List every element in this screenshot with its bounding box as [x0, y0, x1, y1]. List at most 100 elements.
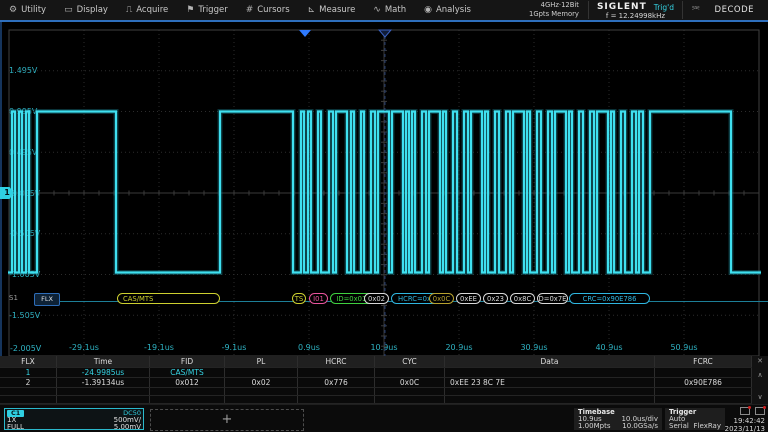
channel1-box[interactable]: C1 DC50 1X 500mV/ FULL 5.00mV	[4, 408, 144, 430]
table-cell	[298, 368, 375, 377]
menu-item-measure[interactable]: ⊾ Measure	[299, 0, 365, 20]
menu-item-acquire[interactable]: ⎍ Acquire	[117, 0, 177, 20]
table-row[interactable]: 1 -24.9985us CAS/MTS	[0, 368, 752, 378]
menu-bar: ⚙ Utility ▭ Display ⎍ Acquire ⚑ Trigger # Cursors…	[0, 0, 768, 22]
menu-item-label: Acquire	[136, 5, 169, 15]
table-scroll-down-icon[interactable]: ∨	[757, 393, 763, 401]
v-axis-label: 1.495V	[9, 66, 38, 76]
table-cell: 0x0C	[375, 378, 445, 387]
clock-date: 2023/11/13	[724, 425, 765, 432]
topbar-right: 4GHz·12Bit 1Gpts Memory SIGLENT Trig'd f…	[529, 0, 768, 20]
network-icon	[739, 406, 751, 415]
display-icon: ▭	[64, 5, 73, 15]
horizontal-delay-marker[interactable]	[377, 29, 393, 38]
channel1-bandwidth: FULL	[7, 422, 24, 431]
brand-block: SIGLENT Trig'd f = 12.24998kHz	[587, 1, 683, 20]
menu-item-math[interactable]: ∿ Math	[364, 0, 415, 20]
timebase-box[interactable]: Timebase 10.9us 10.0us/div 1.00Mpts 10.0…	[574, 408, 662, 430]
table-empty-row	[0, 388, 752, 396]
status-bar: C1 DC50 1X 500mV/ FULL 5.00mV + Timebase…	[0, 404, 768, 432]
v-axis-bottom-label: -2.005V	[10, 344, 42, 353]
decode-field-d-0x7e: D=0x7E	[537, 293, 568, 304]
table-header-row: FLX Time FID PL HCRC CYC Data FCRC	[0, 356, 752, 368]
table-cell	[0, 388, 57, 395]
table-scrollbar: ✕ ∧ ∨	[752, 356, 768, 404]
table-cell: -1.39134us	[57, 378, 150, 387]
table-cell	[225, 388, 298, 395]
table-header-cell: FID	[150, 356, 225, 367]
table-cell	[655, 396, 752, 403]
decode-field-0x02: 0x02	[364, 293, 389, 304]
table-cell: 0x776	[298, 378, 375, 387]
table-cell	[375, 388, 445, 395]
table-cell	[150, 388, 225, 395]
decode-field-0x23: 0x23	[483, 293, 508, 304]
measure-icon: ⊾	[307, 5, 316, 15]
decode-field-0x8c: 0x8C	[510, 293, 535, 304]
table-cell	[375, 396, 445, 403]
table-row[interactable]: 2 -1.39134us 0x012 0x02 0x776 0x0C 0xEE 23 8C …	[0, 378, 752, 388]
channel1-level-marker[interactable]: 1	[0, 187, 14, 199]
acquire-icon: ⎍	[125, 5, 133, 15]
v-axis-label: -1.005V	[9, 270, 41, 279]
table-scroll-up-icon[interactable]: ∧	[757, 371, 763, 379]
menu-item-cursors[interactable]: # Cursors	[237, 0, 299, 20]
table-header-cell: PL	[225, 356, 298, 367]
table-cell: CAS/MTS	[150, 368, 225, 377]
table-cell	[57, 388, 150, 395]
table-header-cell: FLX	[0, 356, 57, 367]
table-cell	[375, 368, 445, 377]
t-axis-label: -9.1us	[221, 343, 247, 352]
decode-field-0x0c: 0x0C	[429, 293, 454, 304]
t-axis-label: 30.9us	[520, 343, 548, 352]
printer-icon	[755, 406, 766, 415]
table-empty-row	[0, 396, 752, 404]
trigger-position-marker[interactable]	[299, 30, 311, 37]
table-cell	[298, 396, 375, 403]
table-cell	[445, 388, 655, 395]
trigger-mode: Auto	[669, 414, 686, 423]
channel1-tab[interactable]: C1	[7, 410, 25, 417]
table-cell	[225, 368, 298, 377]
waveform-plot: 1.495V 0.995V 0.495V -0.005V -0.505V -1.005V -…	[0, 22, 768, 356]
trigger-protocol: FlexRay	[693, 421, 721, 430]
t-axis-label: 50.9us	[670, 343, 698, 352]
decode-button[interactable]: DECODE	[714, 5, 754, 15]
table-cell	[445, 368, 655, 377]
table-header-cell: Time	[57, 356, 150, 367]
menu-item-trigger[interactable]: ⚑ Trigger	[177, 0, 236, 20]
spec-bandwidth: 4GHz·12Bit	[540, 1, 579, 10]
add-channel-button[interactable]: +	[150, 409, 304, 431]
menu-item-label: Utility	[21, 5, 47, 15]
trigger-type: Serial	[669, 421, 689, 430]
table-cell	[445, 396, 655, 403]
clock-block: 19:42:42 2023/11/13	[724, 406, 766, 432]
trigger-box[interactable]: Trigger Auto Serial FlexRay	[665, 408, 725, 430]
analysis-icon: ◉	[424, 5, 432, 15]
table-close-icon[interactable]: ✕	[757, 357, 763, 365]
clock-time: 19:42:42	[733, 417, 765, 425]
t-axis-label: 20.9us	[445, 343, 473, 352]
channel1-coupling: DC50	[123, 409, 141, 418]
v-axis-label: -0.505V	[9, 229, 41, 239]
table-cell: 0x012	[150, 378, 225, 387]
menu-item-display[interactable]: ▭ Display	[55, 0, 117, 20]
menu-item-analysis[interactable]: ◉ Analysis	[415, 0, 480, 20]
menu-item-label: Analysis	[435, 5, 471, 15]
v-axis-label: 0.495V	[9, 147, 38, 157]
scope-spec: 4GHz·12Bit 1Gpts Memory	[529, 1, 579, 19]
decode-table: FLX Time FID PL HCRC CYC Data FCRC 1 -24.9985us CA…	[0, 356, 752, 404]
menu-item-label: Measure	[319, 5, 356, 15]
table-cell: -24.9985us	[57, 368, 150, 377]
cursors-icon: #	[245, 5, 254, 15]
menu-item-label: Trigger	[198, 5, 228, 15]
menu-item-label: Display	[76, 5, 108, 15]
menu-item-utility[interactable]: ⚙ Utility	[0, 0, 55, 20]
trigger-status: Trig'd	[653, 2, 674, 12]
table-cell	[0, 396, 57, 403]
table-header-cell: FCRC	[655, 356, 752, 367]
flag-icon: ⚑	[186, 5, 195, 15]
table-cell: 1	[0, 368, 57, 377]
decode-field-crc-0x90e786: CRC=0x90E786	[569, 293, 650, 304]
bus-name-chip[interactable]: FLX	[34, 293, 60, 306]
